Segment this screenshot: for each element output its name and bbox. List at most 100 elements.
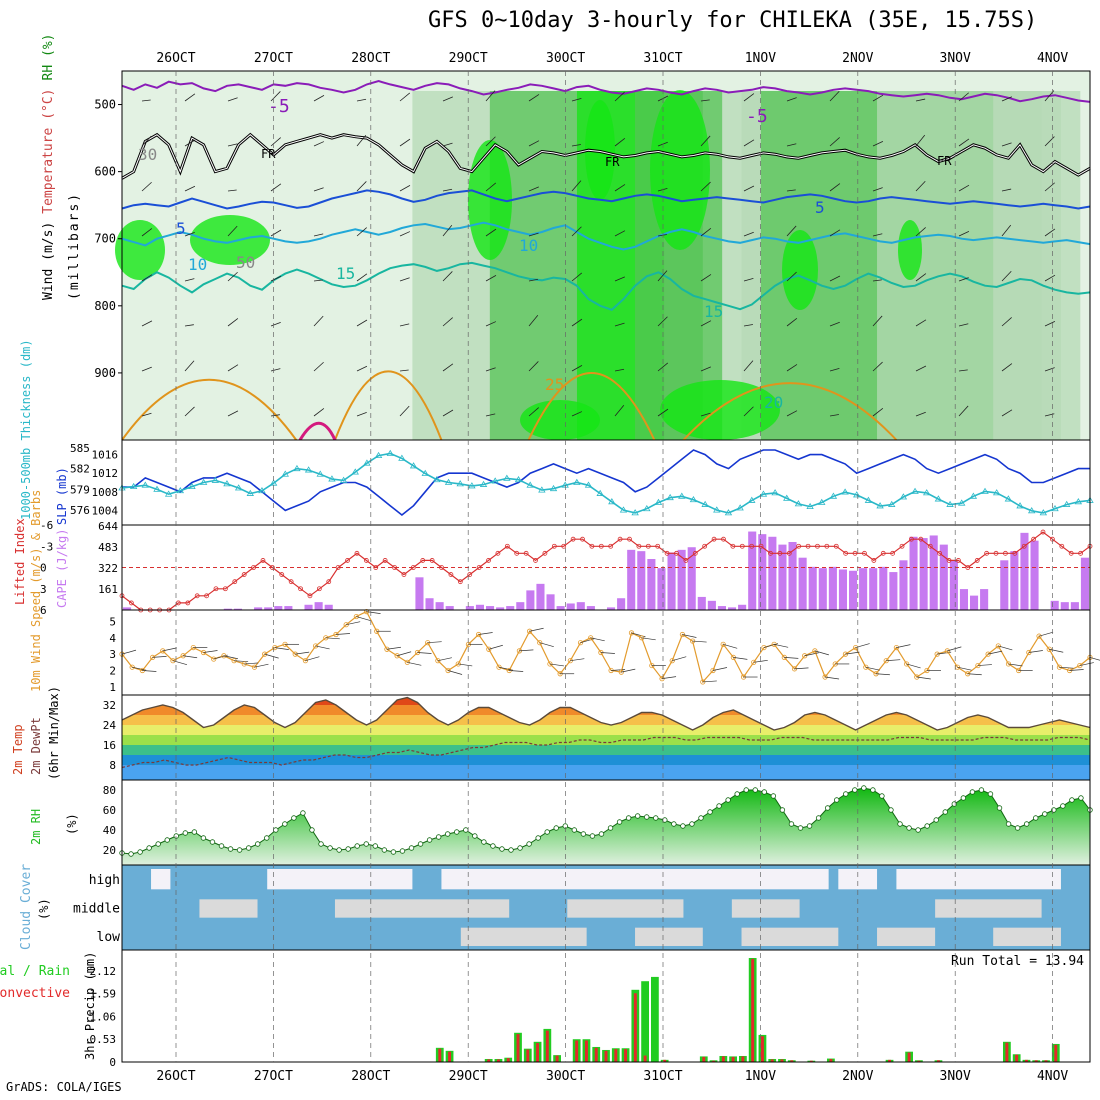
- wind10-barb: [213, 654, 228, 660]
- upper-wind-barb: [270, 183, 282, 192]
- cape-bar: [849, 570, 858, 610]
- rh2m-marker: [191, 829, 198, 835]
- rh2m-marker: [408, 845, 415, 851]
- wind10-barb: [529, 627, 544, 632]
- cape-bar: [264, 607, 273, 610]
- temp-tick: 8: [109, 759, 116, 772]
- upper-wind-barb: [485, 321, 497, 327]
- cape-bar: [697, 596, 706, 610]
- wind10-barb: [488, 644, 503, 650]
- upper-wind-barb: [958, 138, 970, 147]
- thickness-marker: [386, 449, 394, 456]
- thickness-marker: [981, 487, 989, 494]
- li-marker: [185, 600, 191, 606]
- upper-wind-barb: [313, 187, 324, 192]
- upper-wind-barb: [313, 95, 325, 102]
- upper-wind-barb: [442, 96, 453, 102]
- cape-bar: [516, 602, 525, 610]
- precip-conv-bar: [555, 1055, 559, 1062]
- thickness-marker: [561, 481, 569, 488]
- wind10-barb: [366, 611, 381, 614]
- wind10-barb: [458, 663, 473, 667]
- wind10-marker: [302, 658, 309, 664]
- cape-bar: [1050, 600, 1059, 610]
- wind10-barb: [702, 680, 717, 683]
- upper-wind-barb: [700, 274, 712, 282]
- li-marker: [777, 550, 783, 556]
- li-marker: [749, 543, 755, 549]
- li-marker: [946, 558, 952, 563]
- precip-conv-bar: [1044, 1060, 1048, 1062]
- thickness-marker: [946, 500, 954, 507]
- thickness-marker: [631, 509, 639, 516]
- li-marker: [288, 579, 294, 585]
- wind10-barb: [315, 645, 330, 650]
- rh2m-marker: [553, 825, 559, 831]
- cape-bar: [284, 606, 293, 610]
- li-marker: [862, 550, 867, 556]
- thickness-tick: 585: [70, 442, 90, 455]
- upper-wind-barb: [270, 368, 281, 372]
- li-marker: [1012, 550, 1018, 556]
- cape-bar: [788, 542, 797, 610]
- precip-conv-bar: [614, 1049, 618, 1062]
- upper-wind-barb: [958, 92, 970, 102]
- wind10-barb: [1028, 650, 1043, 653]
- x-tick-label-bottom: 31OCT: [643, 1069, 682, 1084]
- upper-wind-barb: [614, 276, 625, 282]
- thickness-marker: [199, 478, 208, 485]
- cape-bar: [586, 606, 595, 610]
- cape-bar: [909, 536, 918, 610]
- contour-label: 5: [176, 219, 186, 238]
- upper-wind-barb: [872, 407, 884, 417]
- rh2m-marker: [924, 823, 930, 829]
- cape-bar: [899, 560, 908, 610]
- thickness-marker: [584, 481, 593, 488]
- thickness-marker: [853, 491, 861, 498]
- rh2m-marker: [128, 851, 134, 857]
- cape-bar: [445, 606, 454, 610]
- li-marker: [927, 543, 933, 549]
- upper-side-labels: Wind (m/s) Temperature (°C) RH (%): [41, 34, 56, 300]
- li-marker: [956, 558, 961, 563]
- cloud-high-clear: [151, 869, 171, 890]
- contour-label: -5: [746, 106, 768, 127]
- cloud-high-clear: [441, 869, 829, 890]
- upper-wind-barb: [571, 144, 581, 147]
- li-marker: [824, 543, 830, 549]
- wind10-barb: [519, 649, 534, 652]
- x-tick-label-top: 29OCT: [449, 51, 488, 66]
- wind10-marker: [486, 646, 492, 652]
- upper-wind-barb: [313, 315, 324, 327]
- upper-wind-barb: [485, 367, 496, 372]
- precip-conv-bar: [506, 1058, 510, 1062]
- series-thickness: [121, 452, 1091, 514]
- wind10-barb: [539, 642, 554, 648]
- wind10-barb: [1038, 631, 1054, 637]
- upper-wind-barb: [528, 407, 539, 417]
- upper-wind-barb: [184, 324, 194, 327]
- cape-label: CAPE (J/kg): [55, 529, 69, 608]
- wind10-barb: [1008, 663, 1023, 667]
- li-marker: [260, 558, 266, 563]
- wind10-barb: [672, 656, 687, 662]
- wind10-barb: [397, 651, 412, 657]
- rh2m-marker: [616, 819, 623, 825]
- upper-wind-barb: [399, 92, 411, 102]
- upper-wind-barb: [657, 316, 668, 327]
- rh2m-marker: [671, 821, 677, 827]
- upper-wind-barb: [485, 413, 496, 417]
- cape-bar: [435, 602, 444, 610]
- rh2m-marker: [598, 831, 605, 837]
- thickness-marker: [771, 489, 779, 496]
- thickness-marker: [316, 470, 324, 477]
- upper-wind-barb: [958, 184, 970, 192]
- wind10-barb: [356, 616, 371, 621]
- rh2m-marker: [345, 846, 351, 852]
- rh2m-marker: [490, 843, 496, 849]
- wind10-barb: [733, 657, 748, 660]
- li-marker: [768, 550, 773, 556]
- li-marker: [627, 536, 632, 542]
- cape-bar: [465, 606, 474, 610]
- wind10-barb: [906, 663, 921, 669]
